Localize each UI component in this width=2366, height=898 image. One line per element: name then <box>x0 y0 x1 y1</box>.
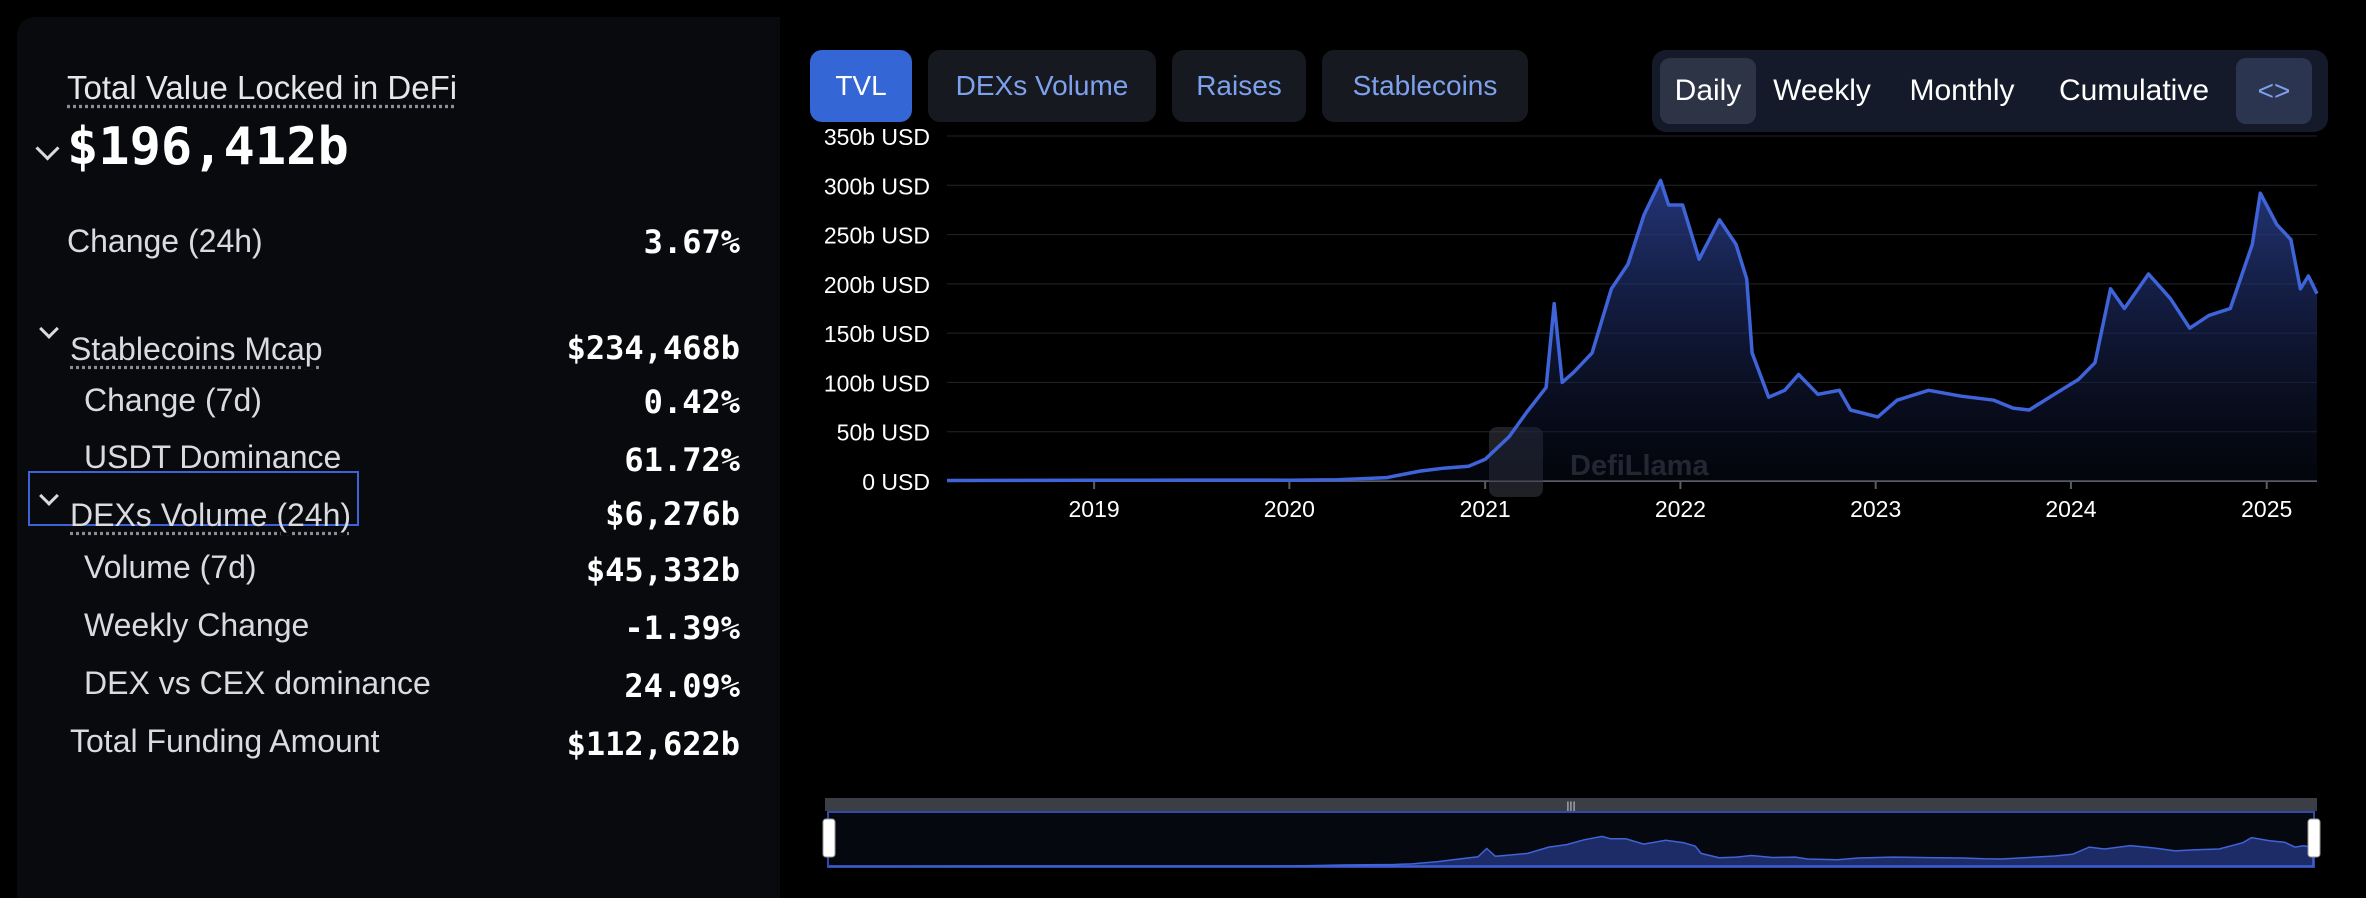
period-cumulative[interactable]: Cumulative <box>2058 74 2210 107</box>
tab-stablecoins[interactable]: Stablecoins <box>1322 50 1528 122</box>
volume-7d-value: $45,332b <box>585 551 740 589</box>
stablecoins-mcap-value: $234,468b <box>566 329 740 367</box>
change-24h-label: Change (24h) <box>67 223 263 259</box>
tab-dexs-volume[interactable]: DEXs Volume <box>928 50 1156 122</box>
chevron-down-icon[interactable] <box>35 136 60 161</box>
chevron-down-icon[interactable] <box>39 319 59 339</box>
stablecoins-change-7d-label: Change (7d) <box>84 382 262 418</box>
period-weekly[interactable]: Weekly <box>1773 74 1871 107</box>
weekly-change-value: -1.39% <box>624 609 740 647</box>
stablecoins-mcap-link[interactable]: Stablecoins Mcap <box>70 331 323 367</box>
period-daily[interactable]: Daily <box>1660 58 1756 124</box>
total-funding-label: Total Funding Amount <box>70 723 380 759</box>
chart-panel: TVL DEXs Volume Raises Stablecoins <box>780 17 2366 898</box>
total-funding-value: $112,622b <box>566 725 740 763</box>
dexs-volume-value: $6,276b <box>605 495 740 533</box>
volume-7d-label: Volume (7d) <box>84 549 257 585</box>
focus-outline <box>28 471 359 526</box>
dex-vs-cex-value: 24.09% <box>624 667 740 705</box>
stablecoins-change-7d-value: 0.42% <box>643 383 740 421</box>
usdt-dominance-value: 61.72% <box>624 441 740 479</box>
tab-raises[interactable]: Raises <box>1172 50 1306 122</box>
tab-tvl[interactable]: TVL <box>810 50 912 122</box>
tvl-value: $196,412b <box>67 117 349 177</box>
weekly-change-label: Weekly Change <box>84 607 310 643</box>
change-24h-value: 3.67% <box>643 223 740 261</box>
dexs-volume-link[interactable]: DEXs Volume (24h) <box>70 497 352 533</box>
period-toggle-group: Daily Weekly Monthly Cumulative <> <box>1652 50 2328 132</box>
usdt-dominance-label: USDT Dominance <box>84 439 342 475</box>
embed-code-button[interactable]: <> <box>2236 58 2312 124</box>
stats-panel: Total Value Locked in DeFi $196,412b Cha… <box>17 17 781 898</box>
tvl-label[interactable]: Total Value Locked in DeFi <box>67 69 458 106</box>
code-icon: <> <box>2257 75 2291 106</box>
period-monthly[interactable]: Monthly <box>1909 74 2015 107</box>
dex-vs-cex-label: DEX vs CEX dominance <box>84 665 431 701</box>
